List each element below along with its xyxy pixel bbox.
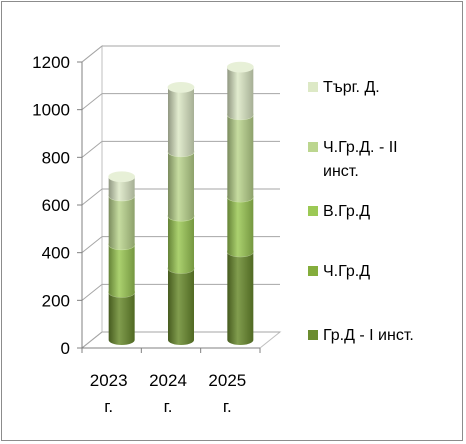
x-tick-label: г. [164,397,173,416]
legend-entry: Ч.Гр.Д [308,263,370,280]
bar-segment [108,171,136,201]
x-tick-label: 2023 [90,371,128,390]
y-axis: 0 200 400 600 800 1000 1200 [32,53,83,358]
bar-segment [167,263,195,345]
x-axis: 2023 г. 2024 г. 2025 г. [81,347,261,416]
gridline-side [81,188,103,206]
y-tick-label: 400 [42,244,70,263]
legend-swatch [308,266,318,276]
gridline-side [81,45,103,63]
legend-swatch [308,206,318,216]
gridline-side [81,140,103,158]
legend-label: Гр.Д - I инст. [323,327,414,344]
x-tick-label: г. [104,397,113,416]
bar-segment [226,246,254,345]
gridline-side [81,236,103,254]
y-tick-label: 1000 [32,101,70,120]
legend-swatch [308,82,318,92]
x-tick-label: 2024 [149,371,187,390]
y-tick-label: 800 [42,148,70,167]
bar-segment [167,81,195,157]
y-tick-label: 0 [61,339,70,358]
legend-entry: В.Гр.Д [308,203,370,220]
legend-entry: Ч.Гр.Д. - II инст. [308,139,398,180]
y-tick-label: 200 [42,291,70,310]
y-tick-label: 1200 [32,53,70,72]
gridline-side [81,93,103,111]
legend-label: Търг. Д. [323,79,380,96]
legend-label: В.Гр.Д [323,203,370,220]
gridline-side [81,283,103,301]
bars [108,61,254,345]
legend-swatch [308,330,318,340]
legend-label: Ч.Гр.Д. - II [323,139,398,156]
legend-entry: Гр.Д - I инст. [308,327,414,344]
legend-label: Ч.Гр.Д [323,263,370,280]
bar-segment [167,146,195,222]
legend-entry: Търг. Д. [308,79,380,96]
x-tick-label: 2025 [208,371,246,390]
legend: Търг. Д. Ч.Гр.Д. - II инст. В.Гр.Д Ч.Гр.Д Гр.… [308,79,414,344]
y-tick-label: 600 [42,196,70,215]
legend-label: инст. [323,163,359,180]
bar-segment [226,61,254,120]
gridline-side [81,331,103,349]
x-tick-label: г. [223,397,232,416]
bar-segment [226,109,254,202]
legend-swatch [308,142,318,152]
